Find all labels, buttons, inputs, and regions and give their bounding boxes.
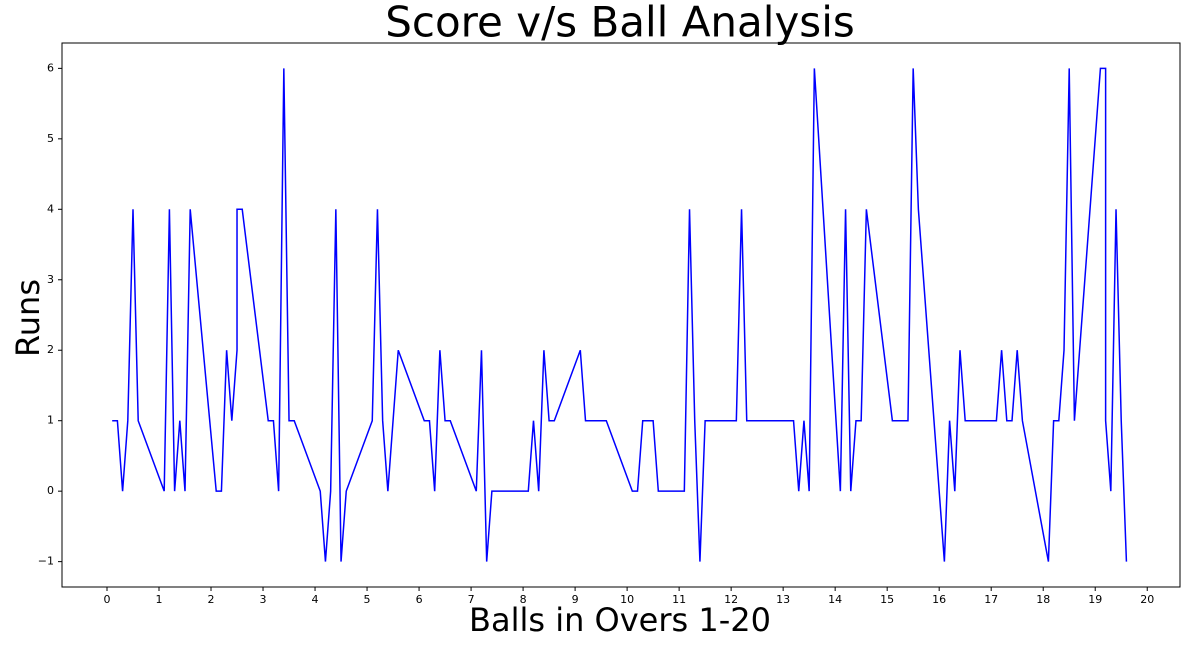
x-tick-label: 7 [468, 593, 475, 606]
x-tick-label: 1 [156, 593, 163, 606]
y-tick-label: 2 [47, 343, 54, 356]
y-tick-label: −1 [38, 555, 54, 568]
x-tick-label: 17 [984, 593, 998, 606]
y-axis-label: Runs [9, 279, 47, 357]
x-tick-label: 10 [620, 593, 634, 606]
y-tick-label: 5 [47, 132, 54, 145]
x-tick-label: 9 [572, 593, 579, 606]
y-tick-label: 1 [47, 414, 54, 427]
x-tick-label: 8 [520, 593, 527, 606]
x-tick-label: 18 [1036, 593, 1050, 606]
x-tick-label: 5 [364, 593, 371, 606]
x-tick-label: 16 [932, 593, 946, 606]
x-tick-label: 15 [880, 593, 894, 606]
x-tick-label: 12 [724, 593, 738, 606]
x-tick-label: 11 [672, 593, 686, 606]
y-tick-label: 0 [47, 484, 54, 497]
x-tick-label: 20 [1140, 593, 1154, 606]
y-tick-label: 6 [47, 61, 54, 74]
x-tick-label: 14 [828, 593, 842, 606]
x-tick-label: 0 [103, 593, 110, 606]
x-tick-label: 6 [416, 593, 423, 606]
chart-title: Score v/s Ball Analysis [385, 0, 855, 47]
data-line [112, 67, 1128, 562]
x-tick-label: 3 [260, 593, 267, 606]
plot-frame [61, 42, 1181, 588]
y-tick-label: 3 [47, 273, 54, 286]
x-axis-label: Balls in Overs 1-20 [469, 601, 771, 639]
y-tick-label: 4 [47, 202, 54, 215]
x-tick-label: 19 [1088, 593, 1102, 606]
x-tick-label: 2 [208, 593, 215, 606]
x-tick-label: 13 [776, 593, 790, 606]
x-tick-label: 4 [312, 593, 319, 606]
